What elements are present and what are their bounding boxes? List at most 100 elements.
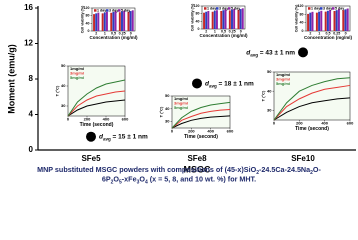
bar xyxy=(237,9,240,30)
legend-swatch xyxy=(216,7,219,10)
symbol: d xyxy=(99,133,104,140)
bar xyxy=(123,10,126,31)
y-tick-label: 40 xyxy=(300,21,304,25)
x-axis-label: Concentration (mg/ml) xyxy=(90,35,139,40)
x-tick-label: 0 xyxy=(67,117,70,122)
legend-swatch xyxy=(320,7,323,10)
y-axis-label: Moment (emu/g) xyxy=(6,44,16,114)
legend-swatch xyxy=(228,7,231,10)
legend-label: 3 day xyxy=(219,7,228,11)
caption-text: (x = 5, 8, and 10 wt. %) for MHT. xyxy=(148,174,256,183)
bar xyxy=(344,9,347,32)
y-tick-label: 0 xyxy=(302,29,304,33)
y-tick-label: 120 xyxy=(84,6,90,10)
caption-text: MNP substituted MSGC powders with compos… xyxy=(37,165,257,174)
bar xyxy=(307,13,310,31)
bar xyxy=(110,12,113,31)
caption-subscript: 2 xyxy=(310,170,313,176)
legend-swatch xyxy=(308,7,311,10)
bar xyxy=(333,11,336,31)
caption-text: O xyxy=(113,174,119,183)
x-tick-label: 600 xyxy=(122,117,129,122)
caption-subscript: 2 xyxy=(256,170,259,176)
temperature-line xyxy=(273,77,351,121)
bar xyxy=(346,8,349,31)
x-tick-label: 400 xyxy=(321,121,328,126)
caption-subscript: 2 xyxy=(111,180,114,186)
legend-label: 3mg/ml xyxy=(70,71,84,76)
x-tick-label: 1 xyxy=(214,29,216,33)
y-tick-label: 50 xyxy=(267,69,272,74)
legend-swatch xyxy=(94,9,97,12)
y-tick-label: 50 xyxy=(61,63,66,68)
size-annotation: davg = 43 ± 1 nm xyxy=(246,49,295,57)
bar xyxy=(311,11,314,32)
legend-label: 5mg/ml xyxy=(174,105,188,110)
bar xyxy=(101,13,104,31)
y-tick-label: 0 xyxy=(88,29,90,33)
x-tick-label: SFe8 xyxy=(187,154,207,163)
x-tick-label: 200 xyxy=(296,121,303,126)
x-axis-label: Concentration (mg/ml) xyxy=(304,35,353,40)
bar xyxy=(112,12,115,31)
bar xyxy=(239,9,242,30)
bar xyxy=(233,8,236,29)
plot-area xyxy=(171,95,231,129)
x-tick-label: 0 xyxy=(273,121,276,126)
temperature-line xyxy=(67,79,126,117)
x-tick-label: 1 xyxy=(104,31,106,35)
symbol: d xyxy=(246,49,251,56)
temperature-line xyxy=(67,99,126,117)
bar xyxy=(231,9,233,29)
x-tick-label: 2 xyxy=(205,29,207,33)
y-tick-label: 0 xyxy=(29,145,34,154)
bar xyxy=(326,10,329,31)
subscript: avg xyxy=(250,52,258,57)
x-tick-label: 1 xyxy=(318,31,320,35)
bar xyxy=(121,11,123,31)
x-tick-label: 0.5 xyxy=(221,29,226,33)
legend-label: 1 day xyxy=(207,7,216,11)
bar xyxy=(329,9,332,32)
caption-text: O- xyxy=(313,165,322,174)
legend-label: 1 day xyxy=(311,7,320,11)
x-tick-label: 0 xyxy=(345,31,347,35)
bar xyxy=(342,10,345,31)
x-tick-label: 0 xyxy=(240,29,242,33)
y-tick-label: 40 xyxy=(267,88,272,93)
temperature-line xyxy=(171,108,231,129)
legend-label: 1mg/ml xyxy=(70,66,84,71)
legend-label: 5 day xyxy=(231,7,240,11)
caption-text: 6P xyxy=(102,174,111,183)
y-tick-label: 80 xyxy=(86,14,90,18)
bar xyxy=(324,11,327,31)
y-tick-label: 40 xyxy=(196,19,200,23)
legend-swatch xyxy=(106,9,109,12)
legend-label: 5mg/ml xyxy=(276,81,290,86)
y-tick-label: 80 xyxy=(300,12,304,16)
caption-text: -24.5Ca-24.5Na xyxy=(259,165,311,174)
caption: MNP substituted MSGC powders with compos… xyxy=(37,165,321,176)
legend-label: 1mg/ml xyxy=(174,96,188,101)
x-tick-label: 0.25 xyxy=(333,31,340,35)
x-tick-label: 600 xyxy=(347,121,354,126)
x-axis-label: MSGC xyxy=(184,164,212,174)
legend-label: 3 day xyxy=(109,9,118,13)
bar xyxy=(220,10,223,29)
x-tick-label: 200 xyxy=(188,129,195,134)
caption-text: O xyxy=(139,174,145,183)
bar xyxy=(105,11,108,32)
size-annotation: davg = 15 ± 1 nm xyxy=(99,133,148,141)
bar xyxy=(203,12,206,30)
legend-label: 3mg/ml xyxy=(276,77,290,82)
bar xyxy=(114,11,117,32)
size-text: = 15 ± 1 nm xyxy=(111,133,148,140)
size-text: = 18 ± 1 nm xyxy=(217,80,254,87)
caption: 6P2O5-xFe3O4 (x = 5, 8, and 10 wt. %) fo… xyxy=(102,174,256,185)
bar xyxy=(205,11,208,29)
y-tick-label: 40 xyxy=(61,83,66,88)
caption-subscript: 5 xyxy=(119,180,122,186)
x-axis-label: Time (second) xyxy=(80,122,114,128)
y-tick-label: 40 xyxy=(165,106,170,111)
particle-dot xyxy=(298,47,308,58)
